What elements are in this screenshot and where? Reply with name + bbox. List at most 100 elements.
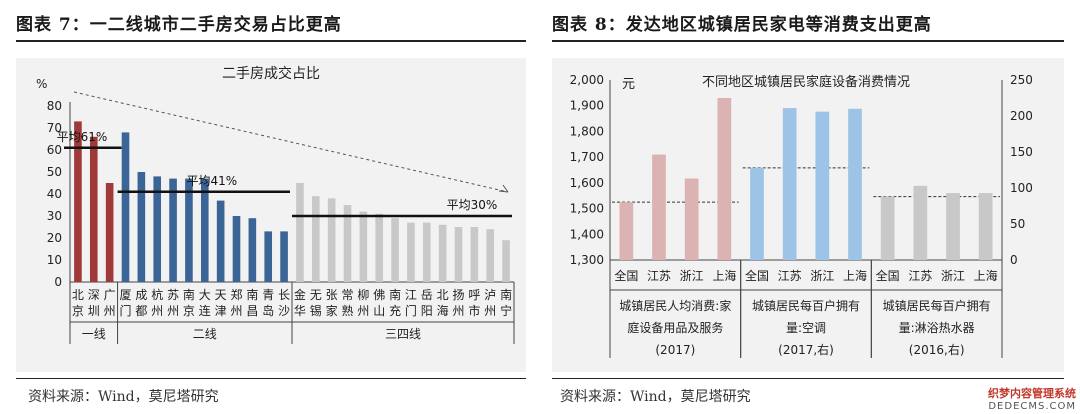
x-tick-label-bottom: 圳: [88, 304, 100, 318]
y-tick-label-left: 1,300: [570, 253, 604, 267]
bar-呼市: [470, 227, 479, 282]
bar-苏州: [169, 178, 177, 282]
x-tick-label-top: 金: [294, 287, 306, 302]
x-tick-label-top: 广: [104, 288, 116, 302]
x-tick-label-bottom: 京: [72, 304, 84, 318]
x-tick-label-top: 北: [72, 288, 84, 302]
x-tick-label-bottom: 岛: [262, 303, 274, 318]
bar-南宁: [502, 240, 510, 282]
left-panel-title: 图表 7：一二线城市二手房交易占比更高: [16, 15, 342, 35]
x-tick-label-top: 南: [389, 287, 401, 302]
chart-household-equipment: 不同地区城镇居民家庭设备消费情况 元 1,300 1,400 1,500 1,600 1,7…: [552, 58, 1064, 372]
x-tick-label-bottom: 京: [183, 304, 195, 318]
x-tick-label-bottom: 昌: [246, 304, 258, 318]
bar-南充: [391, 218, 399, 282]
bar-天津: [216, 200, 225, 282]
right-bottom-rule: [552, 378, 1064, 379]
bar-成都: [137, 172, 146, 282]
x-tick-label: 全国: [745, 268, 769, 283]
x-tick-label-top: 大: [199, 288, 211, 302]
x-tick-label-top: 佛: [373, 288, 385, 302]
group-label-line: 城镇居民人均消费:家: [619, 298, 731, 313]
group-label-line: 量:空调: [786, 321, 826, 335]
x-tick-label: 上海: [712, 268, 736, 283]
y-tick-label-left: 1,900: [570, 99, 604, 113]
y-tick-label: 0: [54, 275, 62, 289]
x-tick-label-top: 扬: [452, 287, 464, 302]
x-tick-label: 浙江: [680, 269, 704, 283]
bar-柳州: [359, 211, 368, 282]
bar-江苏: [913, 185, 928, 260]
y-tick-label: 70: [47, 121, 62, 135]
chart-title: 二手房成交占比: [222, 65, 320, 82]
x-tick-label-top: 厦: [119, 288, 131, 302]
bar-长沙: [280, 231, 288, 282]
y-tick-label: 60: [47, 143, 62, 157]
left-bottom-rule: [16, 378, 526, 379]
chart-second-hand-share: 二手房成交占比%01020304050607080北京深圳广州厦门成都杭州苏州南…: [16, 58, 526, 372]
group-label-line: 庭设备用品及服务: [627, 320, 723, 335]
y-tick-label: 80: [47, 99, 62, 113]
y-tick-label-right: 250: [1010, 73, 1033, 87]
x-tick-label: 上海: [843, 268, 867, 283]
x-tick-label-bottom: 都: [135, 304, 147, 318]
x-tick-label-top: 北: [437, 288, 449, 302]
trend-arrow-line: [73, 91, 509, 193]
bar-上海: [717, 98, 732, 260]
bar-北京: [74, 121, 82, 283]
trend-arrow-head: [498, 184, 509, 193]
bar-杭州: [153, 176, 162, 282]
x-tick-label-top: 青: [262, 288, 274, 302]
x-tick-label-bottom: 州: [452, 304, 464, 318]
bar-泸州: [486, 229, 495, 282]
x-tick-label-bottom: 市: [468, 303, 480, 318]
left-title-rule: [16, 40, 526, 42]
y-tick-label-left: 1,500: [570, 202, 604, 216]
chart-title: 不同地区城镇居民家庭设备消费情况: [702, 74, 910, 90]
y-tick-label-left: 1,700: [570, 150, 604, 164]
x-tick-label-bottom: 锡: [310, 303, 322, 318]
x-tick-label: 江苏: [778, 269, 802, 283]
x-tick-label-top: 江: [405, 288, 417, 302]
x-tick-label: 江苏: [908, 269, 932, 283]
x-tick-label-bottom: 州: [167, 304, 179, 318]
x-tick-label-bottom: 宁: [500, 303, 512, 318]
bar-浙江: [684, 178, 699, 260]
x-tick-label-bottom: 州: [484, 304, 496, 318]
y-tick-label-right: 100: [1010, 181, 1033, 195]
x-tick-label-top: 南: [500, 287, 512, 302]
x-tick-label-top: 深: [88, 288, 100, 302]
group-label-line: 城镇居民每百户拥有: [752, 298, 860, 313]
y-tick-label-right: 150: [1010, 145, 1033, 159]
x-tick-label-top: 杭: [151, 287, 163, 302]
y-tick-label-right: 200: [1010, 109, 1033, 123]
bar-浙江: [946, 193, 960, 260]
x-tick-label-bottom: 华: [294, 304, 306, 318]
x-tick-label-top: 呼: [468, 288, 480, 302]
group-label-line: (2017,右): [778, 342, 834, 357]
group-label: 一线: [82, 327, 106, 341]
group-label-line: 量:淋浴热水器: [899, 321, 975, 335]
average-label: 平均61%: [57, 130, 108, 144]
x-tick-label-bottom: 门: [119, 303, 131, 318]
x-tick-label: 全国: [614, 268, 638, 283]
x-tick-label-bottom: 山: [373, 304, 385, 318]
x-tick-label-bottom: 沙: [278, 304, 290, 318]
x-tick-label-bottom: 津: [215, 304, 227, 318]
bar-无锡: [311, 196, 320, 282]
x-tick-label-top: 南: [183, 287, 195, 302]
group-label: 二线: [193, 327, 217, 341]
x-tick-label-bottom: 充: [389, 303, 401, 318]
x-tick-label: 浙江: [941, 269, 965, 283]
y-axis-unit: %: [36, 77, 47, 91]
y-tick-label-left: 1,800: [570, 124, 604, 138]
bar-金华: [296, 183, 304, 282]
bar-南京: [185, 178, 193, 282]
bar-张家: [327, 198, 336, 282]
watermark-line2: DEDECMS.COM: [988, 401, 1076, 412]
x-tick-label-bottom: 海: [437, 303, 449, 318]
bar-厦门: [121, 132, 130, 282]
bar-佛山: [375, 213, 384, 282]
y-tick-label-right: 50: [1010, 217, 1025, 231]
y-tick-label: 50: [47, 165, 62, 179]
